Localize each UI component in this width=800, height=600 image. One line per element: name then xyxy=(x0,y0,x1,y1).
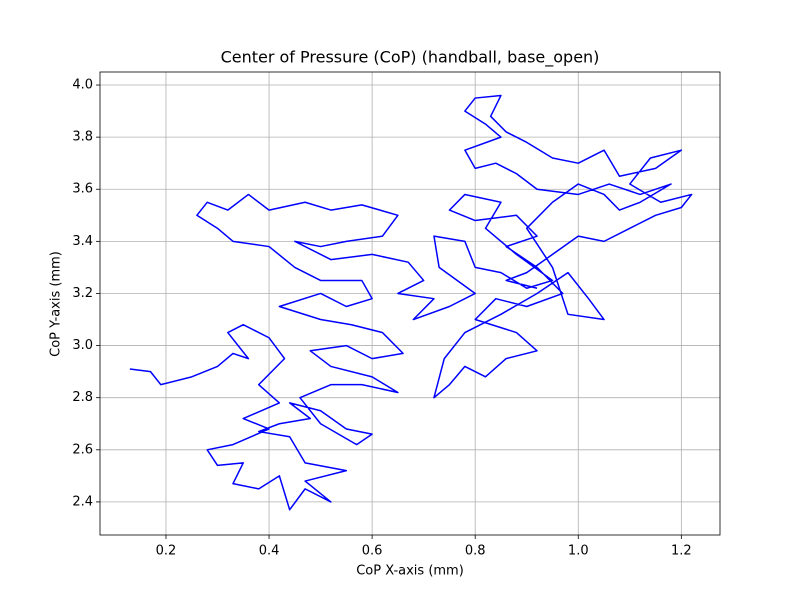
y-tick-label: 3.0 xyxy=(72,338,93,353)
x-tick-label: 0.2 xyxy=(156,544,177,559)
y-tick-label: 4.0 xyxy=(72,78,93,93)
y-axis-label: CoP Y-axis (mm) xyxy=(49,251,64,357)
y-tick-label: 3.4 xyxy=(72,234,93,249)
y-tick-label: 3.6 xyxy=(72,182,93,197)
y-tick-label: 2.8 xyxy=(72,390,93,405)
x-tick-label: 0.8 xyxy=(465,544,486,559)
y-tick-label: 3.8 xyxy=(72,130,93,145)
x-tick-label: 1.2 xyxy=(671,544,692,559)
plot-frame xyxy=(99,71,721,536)
y-tick-label: 2.6 xyxy=(72,442,93,457)
x-axis-label: CoP X-axis (mm) xyxy=(356,564,464,579)
x-tick-label: 1.0 xyxy=(568,544,589,559)
y-tick-label: 2.4 xyxy=(72,494,93,509)
cop-trajectory xyxy=(129,94,693,511)
x-tick-label: 0.4 xyxy=(259,544,280,559)
chart-title: Center of Pressure (CoP) (handball, base… xyxy=(221,48,600,68)
x-tick-label: 0.6 xyxy=(362,544,383,559)
y-tick-label: 3.2 xyxy=(72,286,93,301)
